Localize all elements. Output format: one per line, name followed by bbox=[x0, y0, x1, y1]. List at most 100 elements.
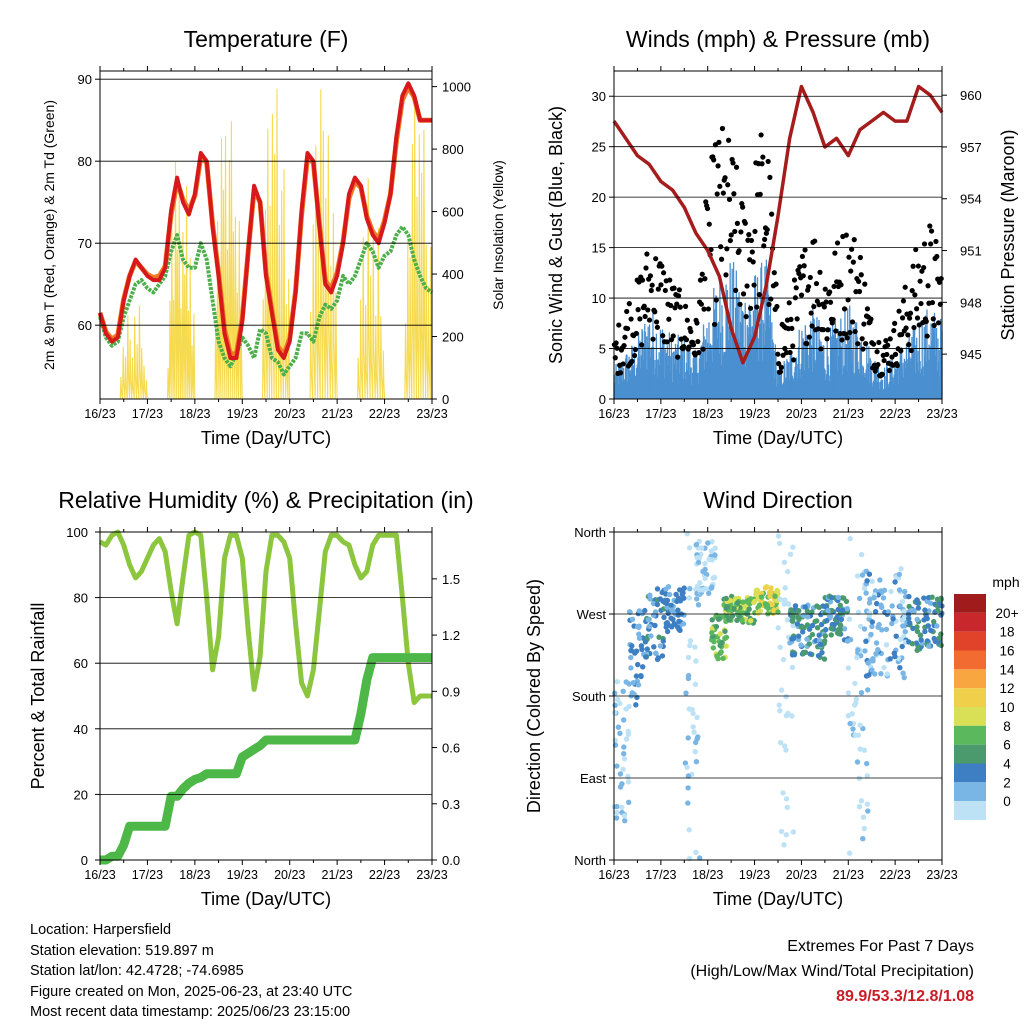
dir-ytick-label: South bbox=[572, 689, 606, 704]
wind-gust-point bbox=[933, 238, 939, 245]
rh-ytick-label: 20 bbox=[74, 787, 88, 802]
wind-gust-point bbox=[749, 249, 755, 255]
wind-direction-point bbox=[652, 622, 658, 629]
wind-direction-point bbox=[621, 751, 627, 757]
wind-direction-point bbox=[923, 613, 929, 619]
temp-xtick-label: 17/23 bbox=[132, 407, 163, 421]
temp-ytick-label: 80 bbox=[78, 154, 92, 169]
wind-direction-point bbox=[837, 622, 843, 628]
wind-direction-point bbox=[775, 533, 782, 539]
wind-gust-point bbox=[801, 263, 807, 269]
wind-direction-point bbox=[727, 597, 733, 604]
temp-y2tick-label: 800 bbox=[442, 142, 464, 157]
wind-direction-point bbox=[782, 597, 788, 603]
rh-xtick-label: 23/23 bbox=[416, 868, 447, 882]
wind-gust-point bbox=[773, 281, 779, 287]
wind-xtick-label: 19/23 bbox=[739, 407, 770, 421]
wind-direction-point bbox=[676, 626, 682, 633]
dir-ytick-label: West bbox=[577, 607, 607, 622]
wind-direction-point bbox=[926, 643, 932, 649]
wind-direction-point bbox=[782, 585, 788, 591]
wind-direction-point bbox=[670, 616, 676, 622]
wind-direction-point bbox=[869, 667, 875, 673]
wind-direction-point bbox=[790, 544, 796, 550]
wind-direction-point bbox=[898, 566, 904, 572]
colorbar-swatch bbox=[954, 669, 986, 689]
colorbar-swatch bbox=[954, 688, 986, 707]
colorbar-swatch bbox=[954, 744, 986, 764]
wind-gust-point bbox=[720, 190, 726, 196]
wind-gust-point bbox=[914, 306, 920, 312]
wind-direction-point bbox=[612, 737, 618, 744]
wind-gust-point bbox=[725, 182, 731, 188]
wind-direction-point bbox=[621, 717, 627, 723]
wind-direction-point bbox=[621, 756, 628, 762]
temp-y2tick-label: 200 bbox=[442, 330, 464, 345]
wind-xlabel: Time (Day/UTC) bbox=[713, 428, 843, 448]
wind-gust-point bbox=[892, 351, 899, 357]
wind-direction-point bbox=[775, 625, 781, 631]
wind-direction-point bbox=[777, 644, 783, 650]
colorbar-title: mph bbox=[992, 574, 1019, 590]
dir-xtick-label: 20/23 bbox=[786, 868, 817, 882]
wind-direction-point bbox=[795, 633, 802, 639]
wind-direction-point bbox=[664, 628, 671, 635]
wind-direction-point bbox=[633, 648, 640, 654]
wind-gust-point bbox=[827, 289, 833, 295]
wind-gust-point bbox=[698, 301, 704, 307]
colorbar-label: 16 bbox=[999, 644, 1014, 659]
wind-y2tick-label: 954 bbox=[960, 192, 982, 207]
wind-direction-point bbox=[828, 632, 834, 638]
wind-gust-point bbox=[622, 334, 628, 340]
wind-gust-point bbox=[652, 309, 658, 315]
rh-xtick-label: 19/23 bbox=[227, 868, 258, 882]
wind-gust-point bbox=[726, 137, 732, 143]
wind-gust-point bbox=[767, 174, 773, 180]
wind-direction-point bbox=[861, 626, 868, 632]
wind-gust-point bbox=[694, 320, 700, 326]
wind-direction-point bbox=[628, 654, 634, 661]
wind-direction-point bbox=[642, 607, 648, 614]
wind-direction-point bbox=[938, 612, 944, 618]
dir-xtick-label: 21/23 bbox=[833, 868, 864, 882]
wind-gust-point bbox=[934, 253, 940, 260]
wind-gust-point bbox=[799, 253, 806, 260]
rh-xtick-label: 17/23 bbox=[132, 868, 163, 882]
wind-gust-point bbox=[624, 308, 630, 315]
wind-gust-point bbox=[743, 314, 749, 320]
wind-gust-point bbox=[923, 318, 929, 324]
wind-gust-point bbox=[900, 298, 907, 304]
wind-direction-point bbox=[661, 614, 667, 621]
wind-gust-point bbox=[659, 263, 665, 269]
wind-gust-point bbox=[734, 220, 740, 226]
wind-direction-point bbox=[668, 602, 674, 608]
temp-2m-line bbox=[98, 81, 432, 360]
wind-gust-point bbox=[671, 285, 677, 291]
wind-ytick-label: 15 bbox=[592, 241, 606, 256]
wind-direction-point bbox=[847, 535, 853, 542]
wind-direction-point bbox=[780, 656, 787, 663]
wind-direction-point bbox=[685, 735, 691, 741]
wind-gust-point bbox=[917, 278, 923, 284]
wind-gust-point bbox=[631, 352, 638, 359]
wind-direction-point bbox=[822, 633, 828, 639]
wind-direction-point bbox=[853, 700, 859, 706]
wind-direction-point bbox=[731, 605, 737, 611]
wind-gust-point bbox=[843, 232, 849, 238]
wind-direction-point bbox=[646, 623, 653, 629]
wind-direction-point bbox=[861, 825, 867, 832]
wind-gust-point bbox=[724, 246, 730, 252]
wind-direction-point bbox=[934, 623, 940, 629]
wind-gust-point bbox=[855, 341, 861, 347]
wind-direction-point bbox=[845, 690, 852, 696]
wind-gust-point bbox=[788, 316, 794, 322]
wind-direction-point bbox=[800, 629, 806, 635]
wind-gust-point bbox=[642, 313, 648, 320]
wind-gust-point bbox=[774, 303, 780, 310]
wind-direction-point bbox=[669, 624, 675, 630]
temp-ytick-label: 90 bbox=[78, 72, 92, 87]
wind-direction-point bbox=[717, 642, 723, 649]
rh-y2tick-label: 1.2 bbox=[442, 628, 460, 643]
wind-gust-point bbox=[650, 336, 656, 342]
wind-gust-point bbox=[834, 240, 841, 246]
